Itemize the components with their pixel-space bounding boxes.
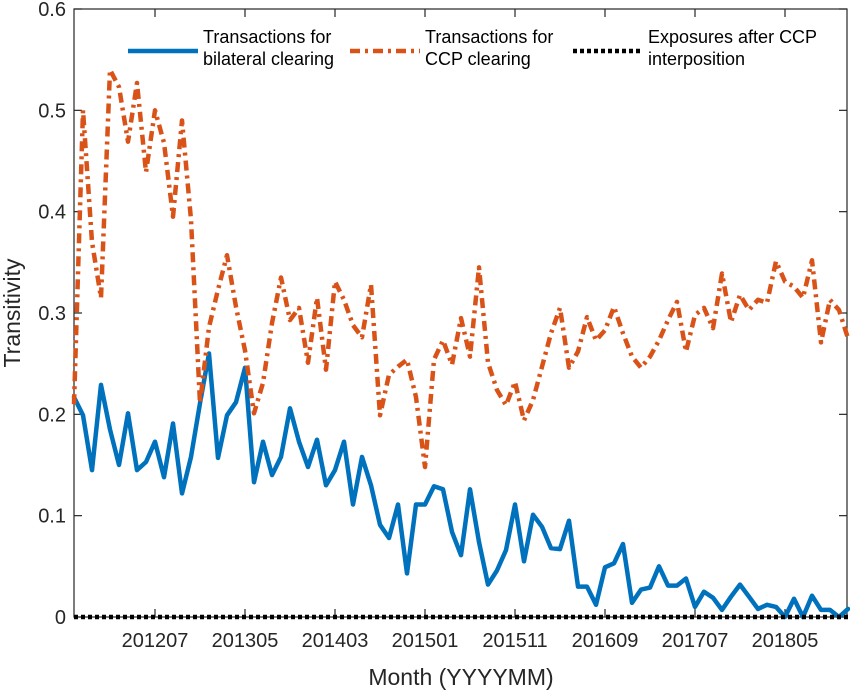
legend-label: Transactions for <box>203 27 331 47</box>
x-tick-label: 201805 <box>752 630 819 652</box>
y-axis-title: Transitivity <box>0 258 25 368</box>
x-tick-label: 201305 <box>212 630 279 652</box>
legend-label: Transactions for <box>425 27 553 47</box>
series-layer <box>71 67 850 620</box>
y-tick-label: 0.2 <box>38 404 66 426</box>
series-line-2 <box>71 67 850 470</box>
y-tick-label: 0.3 <box>38 303 66 325</box>
legend-label: bilateral clearing <box>203 49 334 69</box>
x-axis-title: Month (YYYYMM) <box>368 664 553 690</box>
x-tick-label: 201609 <box>572 630 639 652</box>
x-axis: 201207 201305 201403 201501 201511 201609 2017… <box>122 9 819 652</box>
x-tick-label: 201707 <box>662 630 729 652</box>
x-tick-label: 201403 <box>302 630 369 652</box>
y-tick-label: 0.5 <box>38 100 66 122</box>
x-tick-label: 201501 <box>392 630 459 652</box>
x-tick-label: 201511 <box>482 630 547 652</box>
series-line-1 <box>71 351 850 620</box>
y-tick-label: 0.4 <box>38 202 66 224</box>
y-axis: 0 0.1 0.2 0.3 0.4 0.5 0.6 <box>38 0 847 629</box>
legend-label: interposition <box>648 49 745 69</box>
legend-label: CCP clearing <box>425 49 531 69</box>
series-1 <box>71 351 850 620</box>
y-tick-label: 0.1 <box>38 506 66 528</box>
x-tick-label: 201207 <box>122 630 189 652</box>
series-2 <box>71 67 850 470</box>
legend-label: Exposures after CCP <box>648 27 817 47</box>
y-tick-label: 0 <box>55 607 66 629</box>
y-tick-label: 0.6 <box>38 0 66 21</box>
